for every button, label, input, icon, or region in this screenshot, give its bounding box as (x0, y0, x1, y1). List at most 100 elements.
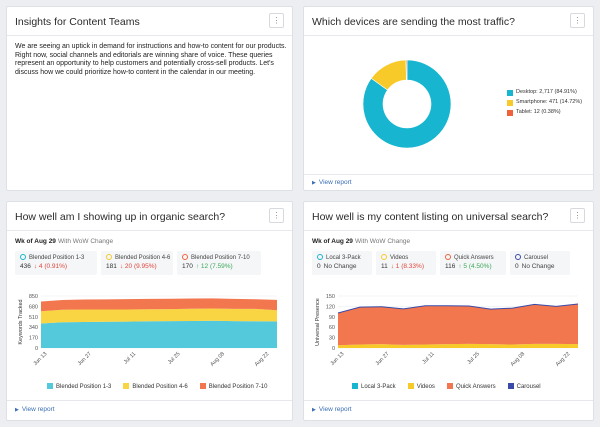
y-axis-label: Keywords Tracked (18, 299, 24, 344)
legend-label: Blended Position 4-6 (132, 384, 188, 390)
legend-swatch (507, 383, 514, 389)
universal-legend: Local 3-Pack Videos Quick Answers Carousel (352, 383, 541, 390)
x-tick-label: Aug 22 (555, 351, 572, 368)
devices-donut-chart (362, 59, 452, 149)
devices-title: Which devices are sending the most traff… (312, 16, 515, 28)
devices-menu-icon[interactable]: ⋮ (570, 13, 585, 28)
devices-view-report-link[interactable]: ▶ View report (312, 179, 352, 186)
metric-blended-position-4-6: Blended Position 4-6 181 ↓ 20 (9.95%) (101, 251, 173, 275)
organic-menu-icon[interactable]: ⋮ (269, 208, 284, 223)
insights-body: We are seeing an uptick in demand for in… (15, 43, 287, 76)
insights-card: Insights for Content Teams ⋮ We are seei… (6, 6, 293, 191)
organic-card: How well am I showing up in organic sear… (6, 201, 293, 421)
y-tick-label: 90 (329, 315, 335, 321)
metric-name-text: Local 3-Pack (326, 255, 361, 261)
legend-item-quick-answers: Quick Answers (446, 383, 496, 390)
legend-swatch (507, 100, 513, 106)
y-tick-label: 120 (326, 304, 335, 310)
legend-swatch (407, 383, 414, 389)
universal-title: How well is my content listing on univer… (312, 211, 549, 223)
legend-label: Tablet: 12 (0.38%) (516, 109, 561, 115)
area-blended-position-4-6 (41, 308, 277, 324)
universal-week-sub: With WoW Change (354, 238, 411, 245)
y-tick-label: 150 (326, 294, 335, 300)
universal-divider (304, 230, 593, 231)
legend-label: Videos (416, 384, 435, 390)
metric-change: ↑ 12 (7.59%) (195, 263, 233, 270)
metric-name: Blended Position 7-10 (182, 254, 256, 261)
x-tick-label: Jun 13 (32, 351, 48, 367)
metric-circle-icon (182, 254, 188, 260)
metric-name-text: Quick Answers (454, 255, 494, 261)
x-tick-label: Jun 13 (329, 351, 345, 367)
legend-label: Blended Position 1-3 (56, 384, 112, 390)
universal-menu-icon[interactable]: ⋮ (570, 208, 585, 223)
metric-name-text: Blended Position 7-10 (191, 255, 250, 261)
y-tick-label: 340 (29, 325, 38, 331)
metric-change: ↓ 1 (8.33%) (390, 263, 424, 270)
metric-blended-position-7-10: Blended Position 7-10 170 ↑ 12 (7.59%) (177, 251, 261, 275)
y-tick-label: 60 (329, 325, 335, 331)
legend-label: Blended Position 7-10 (208, 384, 268, 390)
x-tick-label: Jul 11 (421, 351, 435, 365)
metric-change: ↓ 20 (9.95%) (119, 263, 157, 270)
metric-name: Quick Answers (445, 254, 501, 261)
insights-title: Insights for Content Teams (15, 16, 140, 28)
organic-footer-divider (7, 400, 292, 401)
metric-value: 170 (182, 263, 193, 270)
legend-item-blended-position-7-10: Blended Position 7-10 (199, 383, 268, 390)
organic-divider (7, 230, 292, 231)
organic-view-report-link[interactable]: ▶ View report (15, 406, 55, 413)
insights-divider (7, 35, 292, 36)
metric-value-row: 0 No Change (515, 263, 565, 270)
chevron-right-icon: ▶ (15, 407, 19, 413)
metric-name: Videos (381, 254, 431, 261)
legend-item-carousel: Carousel (507, 383, 541, 390)
area-quick-answers (338, 303, 578, 346)
metric-circle-icon (515, 254, 521, 260)
legend-swatch (123, 383, 130, 389)
chevron-right-icon: ▶ (312, 407, 316, 413)
universal-view-report-link[interactable]: ▶ View report (312, 406, 352, 413)
legend-label: Quick Answers (455, 384, 496, 390)
legend-swatch (352, 383, 358, 389)
metric-carousel: Carousel 0 No Change (510, 251, 570, 275)
metric-value-row: 181 ↓ 20 (9.95%) (106, 263, 168, 270)
donut-slice-desktop (362, 59, 452, 149)
legend-swatch (199, 383, 206, 389)
metric-value: 181 (106, 263, 117, 270)
metric-value: 116 (445, 263, 456, 270)
legend-swatch (507, 110, 513, 116)
y-tick-label: 30 (329, 336, 335, 342)
universal-view-report-label: View report (318, 406, 352, 413)
x-tick-label: Jul 25 (167, 351, 182, 366)
metric-name-text: Blended Position 4-6 (115, 255, 171, 261)
organic-week-text: Wk of Aug 29 (15, 238, 56, 245)
metric-circle-icon (445, 254, 451, 260)
universal-card: How well is my content listing on univer… (303, 201, 594, 421)
devices-divider (304, 35, 593, 36)
organic-view-report-label: View report (21, 406, 55, 413)
x-tick-label: Jun 27 (77, 351, 93, 367)
metric-value: 436 (20, 263, 31, 270)
legend-label: Local 3-Pack (361, 384, 396, 390)
metric-quick-answers: Quick Answers 116 ↑ 5 (4.50%) (440, 251, 506, 275)
insights-menu-icon[interactable]: ⋮ (269, 13, 284, 28)
devices-footer-divider (304, 174, 593, 175)
universal-week-text: Wk of Aug 29 (312, 238, 353, 245)
metric-value-row: 11 ↓ 1 (8.33%) (381, 263, 431, 270)
devices-view-report-label: View report (318, 179, 352, 186)
organic-title: How well am I showing up in organic sear… (15, 211, 226, 223)
legend-swatch (47, 383, 53, 389)
legend-label: Desktop: 2,717 (84.91%) (516, 89, 577, 95)
metric-circle-icon (20, 254, 26, 260)
x-tick-label: Jul 11 (123, 351, 137, 365)
metric-value-row: 116 ↑ 5 (4.50%) (445, 263, 501, 270)
metric-name: Blended Position 4-6 (106, 254, 171, 261)
legend-item-blended-position-1-3: Blended Position 1-3 (47, 383, 111, 390)
series-top-line (337, 303, 579, 314)
legend-item-smartphone: Smartphone: 471 (14.72%) (507, 99, 600, 106)
metric-value-row: 436 ↓ 4 (0.91%) (20, 263, 92, 270)
devices-legend: Desktop: 2,717 (84.91%) Smartphone: 471 (… (507, 89, 600, 119)
chevron-right-icon: ▶ (312, 180, 316, 186)
